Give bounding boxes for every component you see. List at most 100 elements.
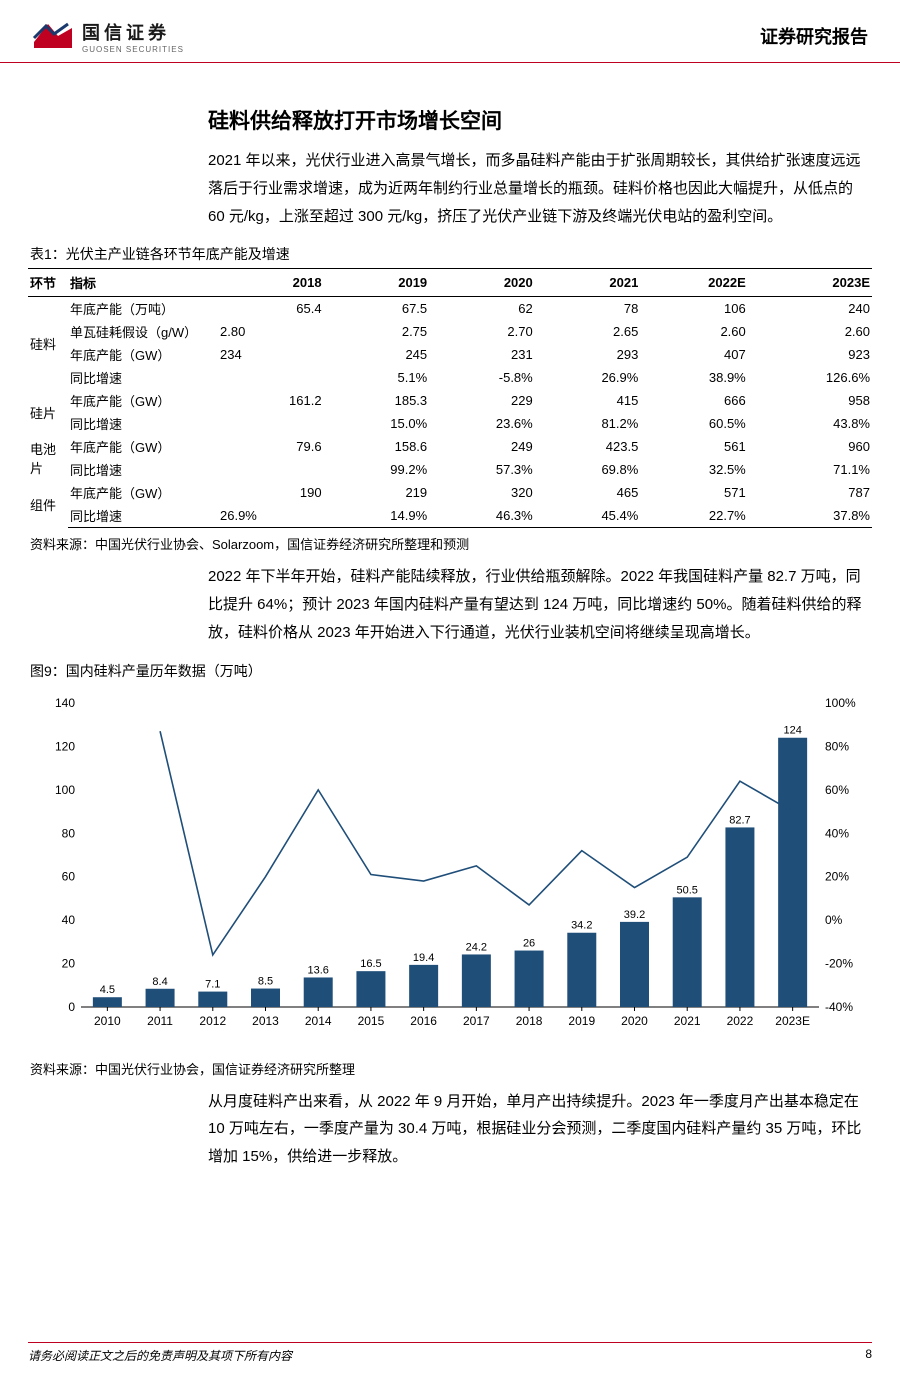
data-cell: 71.1%: [748, 458, 872, 481]
svg-text:40: 40: [62, 913, 76, 927]
data-cell: 190: [218, 481, 324, 504]
svg-text:20%: 20%: [825, 869, 849, 883]
svg-text:2022: 2022: [727, 1014, 754, 1028]
svg-text:13.6: 13.6: [308, 964, 329, 976]
data-table: 环节指标20182019202020212022E2023E 硅料年底产能（万吨…: [28, 268, 872, 528]
data-cell: 67.5: [324, 297, 430, 321]
col-header: 2021: [535, 269, 641, 297]
svg-text:60%: 60%: [825, 782, 849, 796]
table-row: 同比增速26.9%14.9%46.3%45.4%22.7%37.8%: [28, 504, 872, 528]
logo-icon: [32, 18, 74, 54]
data-cell: 407: [640, 343, 747, 366]
svg-text:40%: 40%: [825, 826, 849, 840]
data-cell: 106: [640, 297, 747, 321]
svg-text:-20%: -20%: [825, 956, 853, 970]
svg-text:4.5: 4.5: [100, 984, 115, 996]
data-cell: -5.8%: [429, 366, 535, 389]
data-cell: 32.5%: [640, 458, 747, 481]
logo: 国信证券 GUOSEN SECURITIES: [32, 18, 184, 54]
svg-text:2019: 2019: [568, 1014, 595, 1028]
data-cell: 15.0%: [324, 412, 430, 435]
svg-text:39.2: 39.2: [624, 908, 645, 920]
data-cell: 81.2%: [535, 412, 641, 435]
data-cell: 161.2: [218, 389, 324, 412]
data-cell: 99.2%: [324, 458, 430, 481]
data-cell: 69.8%: [535, 458, 641, 481]
table-row: 同比增速15.0%23.6%81.2%60.5%43.8%: [28, 412, 872, 435]
data-cell: 293: [535, 343, 641, 366]
table-row: 电池片年底产能（GW）79.6158.6249423.5561960: [28, 435, 872, 458]
svg-text:8.4: 8.4: [152, 975, 167, 987]
data-cell: 185.3: [324, 389, 430, 412]
data-cell: 245: [324, 343, 430, 366]
content: 硅料供给释放打开市场增长空间 2021 年以来，光伏行业进入高景气增长，而多晶硅…: [0, 105, 900, 1171]
svg-text:2017: 2017: [463, 1014, 490, 1028]
paragraph-1: 2021 年以来，光伏行业进入高景气增长，而多晶硅料产能由于扩张周期较长，其供给…: [208, 147, 872, 230]
table-row: 硅料年底产能（万吨）65.467.56278106240: [28, 297, 872, 321]
svg-text:2016: 2016: [410, 1014, 437, 1028]
header: 国信证券 GUOSEN SECURITIES 证券研究报告: [0, 0, 900, 63]
data-cell: 423.5: [535, 435, 641, 458]
table-source: 资料来源：中国光伏行业协会、Solarzoom，国信证券经济研究所整理和预测: [30, 534, 872, 553]
data-cell: 26.9%: [218, 504, 324, 528]
category-cell: 组件: [28, 481, 68, 528]
category-cell: 硅料: [28, 297, 68, 390]
data-cell: 415: [535, 389, 641, 412]
page-number: 8: [865, 1347, 872, 1364]
svg-text:100: 100: [55, 782, 75, 796]
data-cell: 同比增速: [68, 366, 218, 389]
data-cell: 62: [429, 297, 535, 321]
svg-text:2010: 2010: [94, 1014, 121, 1028]
col-header: 2023E: [748, 269, 872, 297]
data-cell: 958: [748, 389, 872, 412]
data-cell: 666: [640, 389, 747, 412]
data-cell: 26.9%: [535, 366, 641, 389]
data-cell: 60.5%: [640, 412, 747, 435]
data-cell: 923: [748, 343, 872, 366]
svg-text:80%: 80%: [825, 739, 849, 753]
table-row: 单瓦硅耗假设（g/W）2.802.752.702.652.602.60: [28, 320, 872, 343]
data-cell: [218, 366, 324, 389]
chart: 020406080100120140-40%-20%0%20%40%60%80%…: [31, 687, 869, 1047]
svg-text:50.5: 50.5: [677, 884, 698, 896]
data-cell: 37.8%: [748, 504, 872, 528]
data-cell: 2.65: [535, 320, 641, 343]
data-cell: 14.9%: [324, 504, 430, 528]
col-header: 指标: [68, 269, 218, 297]
data-cell: 960: [748, 435, 872, 458]
table-row: 同比增速99.2%57.3%69.8%32.5%71.1%: [28, 458, 872, 481]
svg-text:0%: 0%: [825, 913, 843, 927]
data-cell: 65.4: [218, 297, 324, 321]
footer: 请务必阅读正文之后的免责声明及其项下所有内容 8: [28, 1342, 872, 1364]
data-cell: 年底产能（GW）: [68, 481, 218, 504]
data-cell: 231: [429, 343, 535, 366]
paragraph-3: 从月度硅料产出来看，从 2022 年 9 月开始，单月产出持续提升。2023 年…: [208, 1088, 872, 1171]
data-cell: 同比增速: [68, 504, 218, 528]
col-header: 2022E: [640, 269, 747, 297]
table-row: 硅片年底产能（GW）161.2185.3229415666958: [28, 389, 872, 412]
brand-en: GUOSEN SECURITIES: [82, 45, 184, 54]
data-cell: 2.60: [748, 320, 872, 343]
data-cell: 126.6%: [748, 366, 872, 389]
data-cell: 5.1%: [324, 366, 430, 389]
paragraph-2: 2022 年下半年开始，硅料产能陆续释放，行业供给瓶颈解除。2022 年我国硅料…: [208, 563, 872, 646]
data-cell: 240: [748, 297, 872, 321]
data-cell: 561: [640, 435, 747, 458]
data-cell: [218, 412, 324, 435]
svg-text:7.1: 7.1: [205, 978, 220, 990]
data-cell: 年底产能（万吨）: [68, 297, 218, 321]
svg-text:16.5: 16.5: [360, 958, 381, 970]
col-header: 2018: [218, 269, 324, 297]
svg-text:80: 80: [62, 826, 76, 840]
svg-text:2011: 2011: [147, 1014, 173, 1028]
svg-text:20: 20: [62, 956, 76, 970]
data-cell: 2.75: [324, 320, 430, 343]
data-cell: [218, 458, 324, 481]
data-cell: 2.60: [640, 320, 747, 343]
col-header: 环节: [28, 269, 68, 297]
col-header: 2019: [324, 269, 430, 297]
svg-text:120: 120: [55, 739, 75, 753]
data-cell: 22.7%: [640, 504, 747, 528]
svg-text:2021: 2021: [674, 1014, 701, 1028]
data-cell: 同比增速: [68, 412, 218, 435]
